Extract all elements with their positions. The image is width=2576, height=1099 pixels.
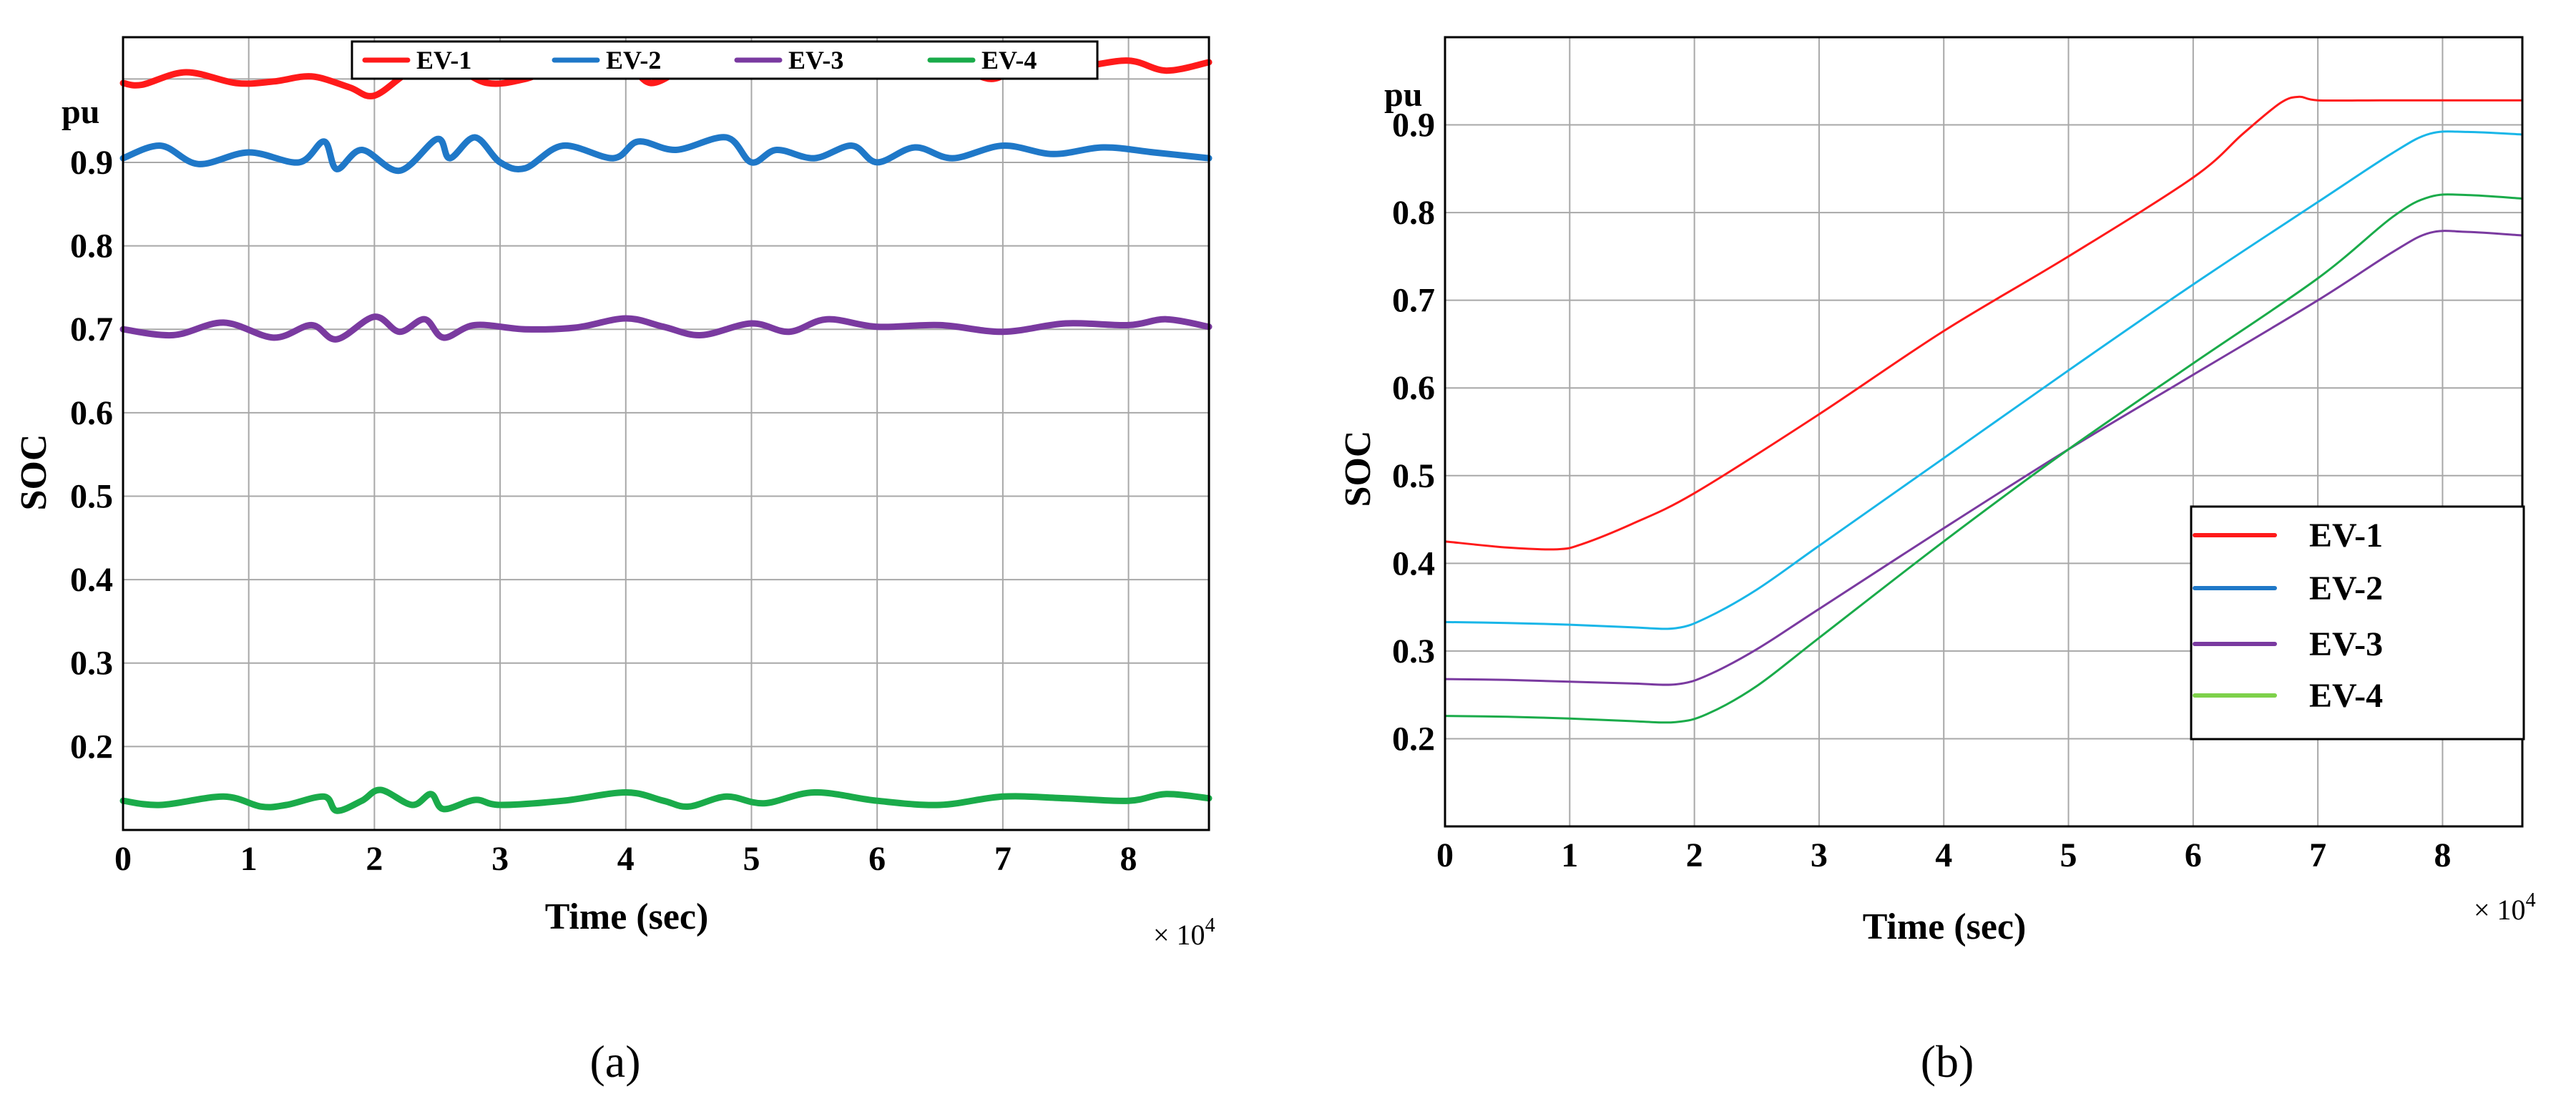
- x-tick-label-b-8: 8: [2434, 836, 2451, 874]
- x-multiplier-base-b: × 10: [2474, 894, 2526, 926]
- x-multiplier-a: × 104: [1153, 914, 1215, 951]
- x-tick-label-b-0: 0: [1436, 836, 1454, 874]
- y-unit-label-b: pu: [1384, 76, 1422, 114]
- x-tick-label-a-1: 1: [240, 840, 258, 878]
- y-tick-label-a-0_6: 0.6: [70, 394, 113, 432]
- panel-caption-a: (a): [589, 1036, 640, 1087]
- y-tick-labels-b: 0.2 0.3 0.4 0.5 0.6 0.7 0.8 0.9: [1392, 107, 1435, 758]
- x-tick-label-a-4: 4: [617, 840, 635, 878]
- y-tick-label-b-0_7: 0.7: [1392, 282, 1435, 320]
- legend-label-a-ev-2: EV-2: [606, 46, 661, 74]
- legend-label-a-ev-1: EV-1: [416, 46, 471, 74]
- y-unit-label-a: pu: [62, 93, 99, 131]
- y-tick-label-b-0_5: 0.5: [1392, 457, 1435, 495]
- series-line-a-ev-4: [119, 786, 1213, 814]
- x-tick-label-a-3: 3: [491, 840, 509, 878]
- series-line-b-ev-2: [1444, 130, 2524, 630]
- x-tick-labels-b: 0 1 2 3 4 5 6 7 8: [1436, 836, 2451, 874]
- y-tick-label-b-0_8: 0.8: [1392, 194, 1435, 232]
- legend-label-a-ev-3: EV-3: [788, 46, 843, 74]
- y-tick-label-b-0_3: 0.3: [1392, 632, 1435, 670]
- series-line-b-ev-4: [1444, 193, 2524, 724]
- x-tick-label-b-7: 7: [2309, 836, 2326, 874]
- x-multiplier-exp-b: 4: [2526, 889, 2536, 912]
- legend-a: EV-1 EV-2 EV-3 EV-4: [351, 40, 1099, 80]
- y-axis-label-b: SOC: [1338, 431, 1378, 507]
- series-line-a-ev-2: [119, 134, 1213, 175]
- y-tick-label-a-0_5: 0.5: [70, 477, 113, 515]
- x-tick-label-a-0: 0: [114, 840, 132, 878]
- x-tick-label-b-2: 2: [1686, 836, 1703, 874]
- x-multiplier-b: × 104: [2474, 889, 2536, 926]
- y-tick-labels-a: 0.2 0.3 0.4 0.5 0.6 0.7 0.8 0.9: [70, 144, 113, 766]
- legend-box-b: [2190, 505, 2525, 741]
- y-tick-label-a-0_7: 0.7: [70, 311, 113, 348]
- plot-frame-b: [1444, 36, 2524, 828]
- x-tick-label-b-3: 3: [1811, 836, 1828, 874]
- series-group-b: [1444, 95, 2524, 724]
- x-tick-label-a-8: 8: [1120, 840, 1137, 878]
- y-tick-label-a-0_4: 0.4: [70, 561, 113, 599]
- series-line-b-ev-1: [1444, 95, 2524, 551]
- legend-label-b-ev-1: EV-1: [2309, 517, 2383, 555]
- y-tick-label-a-0_2: 0.2: [70, 728, 113, 766]
- x-multiplier-base-a: × 10: [1153, 919, 1205, 951]
- series-line-a-ev-3: [119, 313, 1213, 343]
- plot-frame-a: [122, 36, 1210, 831]
- x-tick-label-a-6: 6: [868, 840, 886, 878]
- chart-panel-b: 0 1 2 3 4 5 6 7 8 0.2 0.3 0.4 0.5 0.6 0.7 0.8 0.9 pu SO…: [1338, 36, 2536, 1087]
- y-tick-label-b-0_9: 0.9: [1392, 107, 1435, 145]
- y-tick-label-b-0_6: 0.6: [1392, 369, 1435, 407]
- chart-panel-a: 0 1 2 3 4 5 6 7 8 0.2 0.3 0.4 0.5 0.6 0.7 0.8 0.9 pu SO…: [14, 36, 1215, 1087]
- x-tick-label-a-5: 5: [743, 840, 760, 878]
- legend-label-a-ev-4: EV-4: [981, 46, 1037, 74]
- x-tick-label-b-5: 5: [2060, 836, 2077, 874]
- legend-label-b-ev-2: EV-2: [2309, 570, 2383, 607]
- y-tick-label-a-0_9: 0.9: [70, 144, 113, 182]
- x-tick-labels-a: 0 1 2 3 4 5 6 7 8: [114, 840, 1137, 878]
- x-tick-label-b-6: 6: [2185, 836, 2202, 874]
- y-axis-label-a: SOC: [14, 434, 54, 511]
- x-axis-label-a: Time (sec): [545, 897, 709, 937]
- series-line-b-ev-3: [1444, 230, 2524, 686]
- legend-label-b-ev-4: EV-4: [2309, 677, 2383, 715]
- x-tick-label-b-4: 4: [1935, 836, 1952, 874]
- y-tick-label-b-0_2: 0.2: [1392, 720, 1435, 758]
- x-tick-label-a-7: 7: [994, 840, 1012, 878]
- x-axis-label-b: Time (sec): [1863, 907, 2027, 947]
- x-tick-label-a-2: 2: [366, 840, 383, 878]
- y-tick-label-a-0_8: 0.8: [70, 228, 113, 265]
- x-multiplier-exp-a: 4: [1205, 914, 1215, 937]
- legend-box-a: [351, 40, 1099, 80]
- legend-label-b-ev-3: EV-3: [2309, 625, 2383, 663]
- y-tick-label-a-0_3: 0.3: [70, 645, 113, 683]
- panel-caption-b: (b): [1921, 1036, 1974, 1087]
- x-tick-label-b-1: 1: [1561, 836, 1578, 874]
- y-tick-label-b-0_4: 0.4: [1392, 544, 1435, 582]
- legend-b: EV-1 EV-2 EV-3 EV-4: [2190, 505, 2525, 741]
